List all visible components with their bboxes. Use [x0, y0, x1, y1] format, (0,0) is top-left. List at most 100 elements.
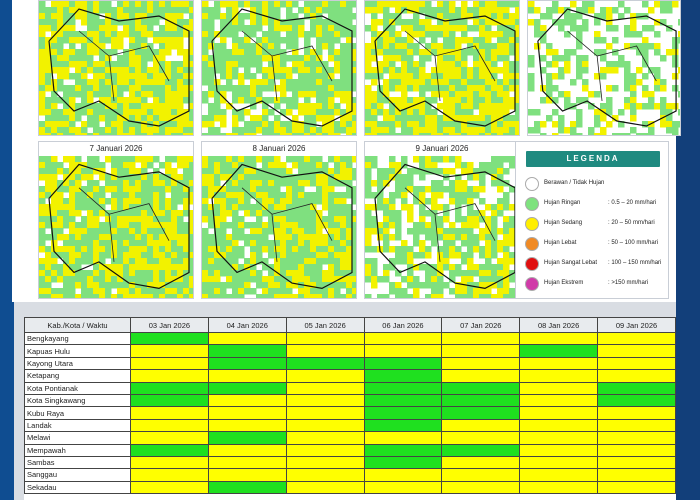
cell-moderate-rain [285, 455, 365, 470]
cell-moderate-rain [441, 431, 521, 445]
cell-moderate-rain [597, 406, 676, 420]
cell-moderate-rain [597, 344, 676, 358]
legend-range: : 100 – 150 mm/hari [608, 260, 662, 266]
cell-moderate-rain [519, 480, 599, 495]
cell-moderate-rain [207, 418, 287, 433]
cell-moderate-rain [597, 431, 676, 445]
cell-moderate-rain [441, 344, 521, 358]
cell-moderate-rain [519, 431, 599, 445]
legend-label: Hujan Sangat Lebat [544, 260, 598, 266]
cell-light-rain [519, 344, 599, 358]
table-row: Kapuas Hulu [24, 344, 676, 358]
table-row: Kota Pontianak [24, 381, 676, 395]
cell-moderate-rain [130, 356, 209, 371]
legend-title: LEGENDA [526, 151, 660, 167]
cell-light-rain [363, 393, 443, 408]
cell-moderate-rain [441, 418, 521, 433]
cell-moderate-rain [285, 443, 365, 457]
rainfall-map-4 [527, 0, 681, 136]
cell-moderate-rain [130, 406, 209, 420]
table-row: Kubu Raya [24, 406, 676, 420]
region-name: Ketapang [24, 369, 131, 383]
cell-moderate-rain [519, 455, 599, 470]
legend-color-swatch [525, 197, 539, 211]
cell-moderate-rain [519, 393, 599, 408]
cell-moderate-rain [363, 431, 443, 445]
cell-moderate-rain [285, 369, 365, 383]
cell-light-rain [363, 356, 443, 371]
legend-label: Hujan Sedang [544, 220, 583, 226]
cell-light-rain [207, 356, 287, 371]
legend-label: Hujan Lebat [544, 240, 577, 246]
cell-moderate-rain [597, 480, 676, 495]
table-row: Ketapang [24, 369, 676, 383]
cell-moderate-rain [441, 468, 521, 482]
legend-color-swatch [525, 217, 539, 231]
cell-moderate-rain [597, 331, 676, 346]
header-date: 07 Jan 2026 [441, 317, 521, 333]
cell-light-rain [597, 381, 676, 395]
cell-moderate-rain [285, 468, 365, 482]
cell-light-rain [597, 393, 676, 408]
cell-moderate-rain [441, 356, 521, 371]
region-name: Bengkayang [24, 331, 131, 346]
cell-moderate-rain [363, 331, 443, 346]
region-name: Sambas [24, 455, 131, 470]
table-row: Kayong Utara [24, 356, 676, 371]
cell-moderate-rain [285, 480, 365, 495]
cell-moderate-rain [207, 369, 287, 383]
header-date: 09 Jan 2026 [597, 317, 676, 333]
legend-item: Berawan / Tidak Hujan [525, 176, 665, 192]
cell-moderate-rain [597, 468, 676, 482]
map-date-title: 8 Januari 2026 [252, 144, 306, 153]
region-name: Kayong Utara [24, 356, 131, 371]
legend-label: Hujan Ringan [544, 200, 581, 206]
cell-moderate-rain [130, 468, 209, 482]
cell-moderate-rain [207, 443, 287, 457]
cell-moderate-rain [285, 406, 365, 420]
legend-range: : >150 mm/hari [608, 280, 649, 286]
map-graphic [39, 156, 193, 298]
map-graphic [202, 156, 356, 298]
region-name: Kubu Raya [24, 406, 131, 420]
cell-moderate-rain [519, 406, 599, 420]
map-graphic [528, 1, 680, 135]
cell-light-rain [130, 381, 209, 395]
cell-moderate-rain [130, 431, 209, 445]
legend-color-swatch [525, 257, 539, 271]
rainfall-map-1 [38, 0, 194, 136]
cell-light-rain [363, 381, 443, 395]
map-graphic [365, 156, 519, 298]
cell-light-rain [130, 443, 209, 457]
cell-moderate-rain [207, 393, 287, 408]
cell-moderate-rain [130, 344, 209, 358]
region-name: Melawi [24, 431, 131, 445]
table-row: Mempawah [24, 443, 676, 457]
cell-moderate-rain [519, 468, 599, 482]
cell-moderate-rain [519, 369, 599, 383]
cell-moderate-rain [597, 369, 676, 383]
cell-moderate-rain [519, 443, 599, 457]
header-region: Kab./Kota / Waktu [24, 317, 131, 333]
cell-moderate-rain [207, 331, 287, 346]
map-graphic [39, 1, 193, 135]
legend-item: Hujan Sedang: 20 – 50 mm/hari [525, 216, 665, 232]
rainfall-map-3 [364, 0, 520, 136]
header-date: 05 Jan 2026 [285, 317, 365, 333]
legend-range: : 0.5 – 20 mm/hari [608, 200, 657, 206]
cell-light-rain [207, 344, 287, 358]
cell-moderate-rain [363, 344, 443, 358]
cell-moderate-rain [363, 480, 443, 495]
legend-label: Hujan Ekstrem [544, 280, 584, 286]
region-name: Kapuas Hulu [24, 344, 131, 358]
legend-item: Hujan Sangat Lebat : 100 – 150 mm/hari [525, 256, 665, 272]
legend-item: Hujan Lebat: 50 – 100 mm/hari [525, 236, 665, 252]
cell-moderate-rain [441, 331, 521, 346]
legend-label: Berawan / Tidak Hujan [544, 180, 605, 186]
left-blue-border [0, 0, 14, 500]
cell-moderate-rain [597, 455, 676, 470]
forecast-table-container: Kab./Kota / Waktu 03 Jan 2026 04 Jan 2026… [24, 317, 676, 500]
cell-moderate-rain [597, 418, 676, 433]
cell-moderate-rain [441, 480, 521, 495]
region-name: Sanggau [24, 468, 131, 482]
